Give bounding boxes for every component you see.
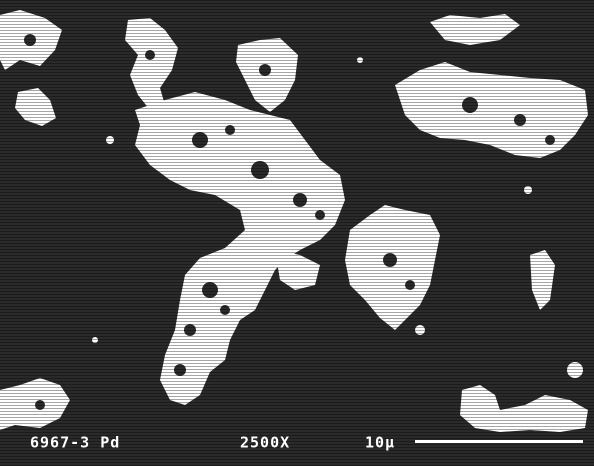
scan-lines [0, 0, 594, 466]
page: 6967-3 Pd 2500X 10µ (() => { const data … [0, 0, 594, 466]
micrograph: 6967-3 Pd 2500X 10µ [0, 0, 594, 466]
scale-label: 10µ [365, 434, 395, 452]
sample-label: 6967-3 Pd [30, 434, 120, 452]
scale-bar [415, 440, 583, 443]
magnification-label: 2500X [240, 434, 290, 452]
